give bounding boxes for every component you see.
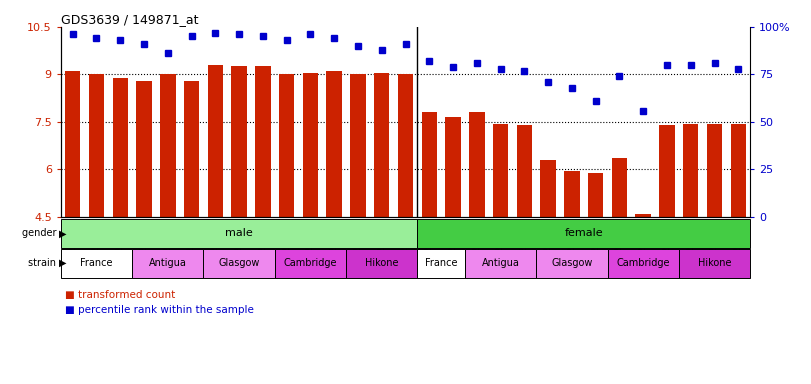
- Bar: [61, 249, 132, 278]
- Text: Glasgow: Glasgow: [218, 258, 260, 268]
- Text: Cambridge: Cambridge: [284, 258, 337, 268]
- Bar: [132, 249, 204, 278]
- Bar: [327, 71, 342, 217]
- Bar: [469, 113, 484, 217]
- Bar: [255, 66, 271, 217]
- Bar: [346, 249, 418, 278]
- Bar: [350, 74, 366, 217]
- Text: male: male: [225, 228, 253, 238]
- Bar: [422, 113, 437, 217]
- Bar: [65, 71, 80, 217]
- Bar: [184, 81, 200, 217]
- Text: gender: gender: [22, 228, 59, 238]
- Text: France: France: [80, 258, 113, 268]
- Text: France: France: [425, 258, 457, 268]
- Bar: [61, 219, 418, 248]
- Bar: [418, 249, 465, 278]
- Bar: [517, 125, 532, 217]
- Bar: [636, 214, 651, 217]
- Bar: [113, 78, 128, 217]
- Bar: [397, 74, 414, 217]
- Bar: [303, 73, 318, 217]
- Text: Cambridge: Cambridge: [616, 258, 670, 268]
- Bar: [588, 173, 603, 217]
- Bar: [679, 249, 750, 278]
- Text: Glasgow: Glasgow: [551, 258, 593, 268]
- Bar: [540, 160, 556, 217]
- Text: GDS3639 / 149871_at: GDS3639 / 149871_at: [61, 13, 199, 26]
- Bar: [275, 249, 346, 278]
- Bar: [208, 65, 223, 217]
- Bar: [659, 125, 675, 217]
- Bar: [136, 81, 152, 217]
- Text: Hikone: Hikone: [697, 258, 732, 268]
- Bar: [445, 117, 461, 217]
- Bar: [731, 124, 746, 217]
- Bar: [493, 124, 508, 217]
- Bar: [564, 171, 580, 217]
- Text: female: female: [564, 228, 603, 238]
- Bar: [611, 158, 627, 217]
- Bar: [683, 124, 698, 217]
- Text: ■ transformed count: ■ transformed count: [65, 290, 175, 300]
- Bar: [707, 124, 723, 217]
- Bar: [204, 249, 275, 278]
- Text: strain: strain: [28, 258, 59, 268]
- Bar: [374, 73, 389, 217]
- Bar: [88, 74, 104, 217]
- Text: ▶: ▶: [59, 258, 67, 268]
- Text: ▶: ▶: [59, 228, 67, 238]
- Bar: [160, 74, 175, 217]
- Text: ■ percentile rank within the sample: ■ percentile rank within the sample: [65, 305, 254, 315]
- Bar: [418, 219, 750, 248]
- Bar: [536, 249, 607, 278]
- Text: Hikone: Hikone: [365, 258, 398, 268]
- Bar: [231, 66, 247, 217]
- Text: Antigua: Antigua: [149, 258, 187, 268]
- Bar: [607, 249, 679, 278]
- Text: Antigua: Antigua: [482, 258, 520, 268]
- Bar: [465, 249, 536, 278]
- Bar: [279, 74, 294, 217]
